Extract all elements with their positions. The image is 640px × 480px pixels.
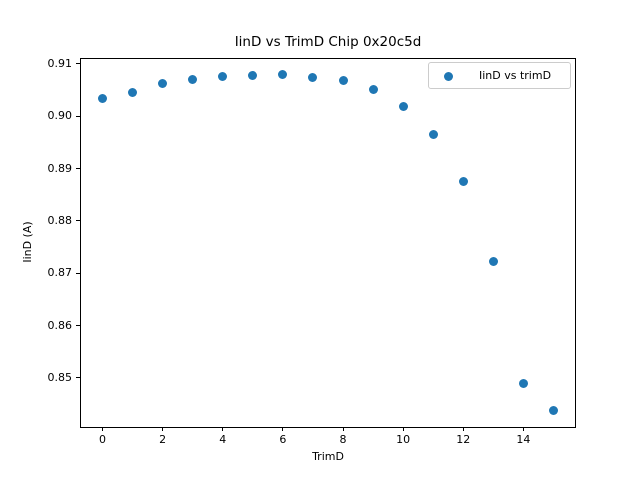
data-point [548, 405, 558, 415]
data-point [308, 72, 318, 82]
y-tick-mark [76, 115, 80, 117]
x-tick-mark [162, 427, 164, 432]
data-point [248, 70, 258, 80]
x-tick-mark [102, 427, 104, 432]
data-point [218, 71, 228, 81]
x-tick-label: 0 [99, 432, 107, 446]
plot-area [80, 57, 576, 428]
x-tick-label: 2 [159, 432, 167, 446]
data-point [518, 379, 528, 389]
y-tick-mark [76, 168, 80, 170]
chart-title: IinD vs TrimD Chip 0x20c5d [234, 34, 422, 50]
y-tick-label: 0.91 [47, 56, 73, 70]
y-tick-label: 0.89 [47, 161, 73, 175]
data-point [278, 69, 288, 79]
x-tick-label: 14 [516, 432, 531, 446]
y-tick-mark [76, 377, 80, 379]
data-point [98, 94, 108, 104]
legend: IinD vs trimD [428, 62, 571, 89]
y-axis-label: IinD (A) [21, 221, 34, 263]
data-point [128, 87, 138, 97]
x-tick-label: 8 [339, 432, 347, 446]
x-tick-mark [222, 427, 224, 432]
x-tick-mark [282, 427, 284, 432]
x-tick-mark [462, 427, 464, 432]
data-point [488, 257, 498, 267]
y-tick-label: 0.85 [47, 370, 73, 384]
legend-marker-dot [444, 71, 453, 81]
y-tick-mark [76, 63, 80, 65]
data-point [368, 84, 378, 94]
data-point [398, 101, 408, 111]
x-tick-label: 4 [219, 432, 227, 446]
y-tick-label: 0.90 [47, 109, 73, 123]
y-tick-mark [76, 220, 80, 222]
y-tick-label: 0.88 [47, 213, 73, 227]
legend-label: IinD vs trimD [479, 69, 552, 82]
x-tick-label: 10 [396, 432, 411, 446]
x-tick-mark [522, 427, 524, 432]
y-tick-label: 0.87 [47, 266, 73, 280]
x-tick-label: 6 [279, 432, 287, 446]
data-point [158, 78, 168, 88]
y-tick-mark [76, 325, 80, 327]
data-point [338, 76, 348, 86]
x-tick-label: 12 [456, 432, 471, 446]
x-tick-mark [342, 427, 344, 432]
data-point [458, 176, 468, 186]
data-point [428, 129, 438, 139]
data-point [188, 74, 198, 84]
x-tick-mark [402, 427, 404, 432]
y-tick-mark [76, 272, 80, 274]
x-axis-label: TrimD [312, 450, 344, 463]
y-tick-label: 0.86 [47, 318, 73, 332]
